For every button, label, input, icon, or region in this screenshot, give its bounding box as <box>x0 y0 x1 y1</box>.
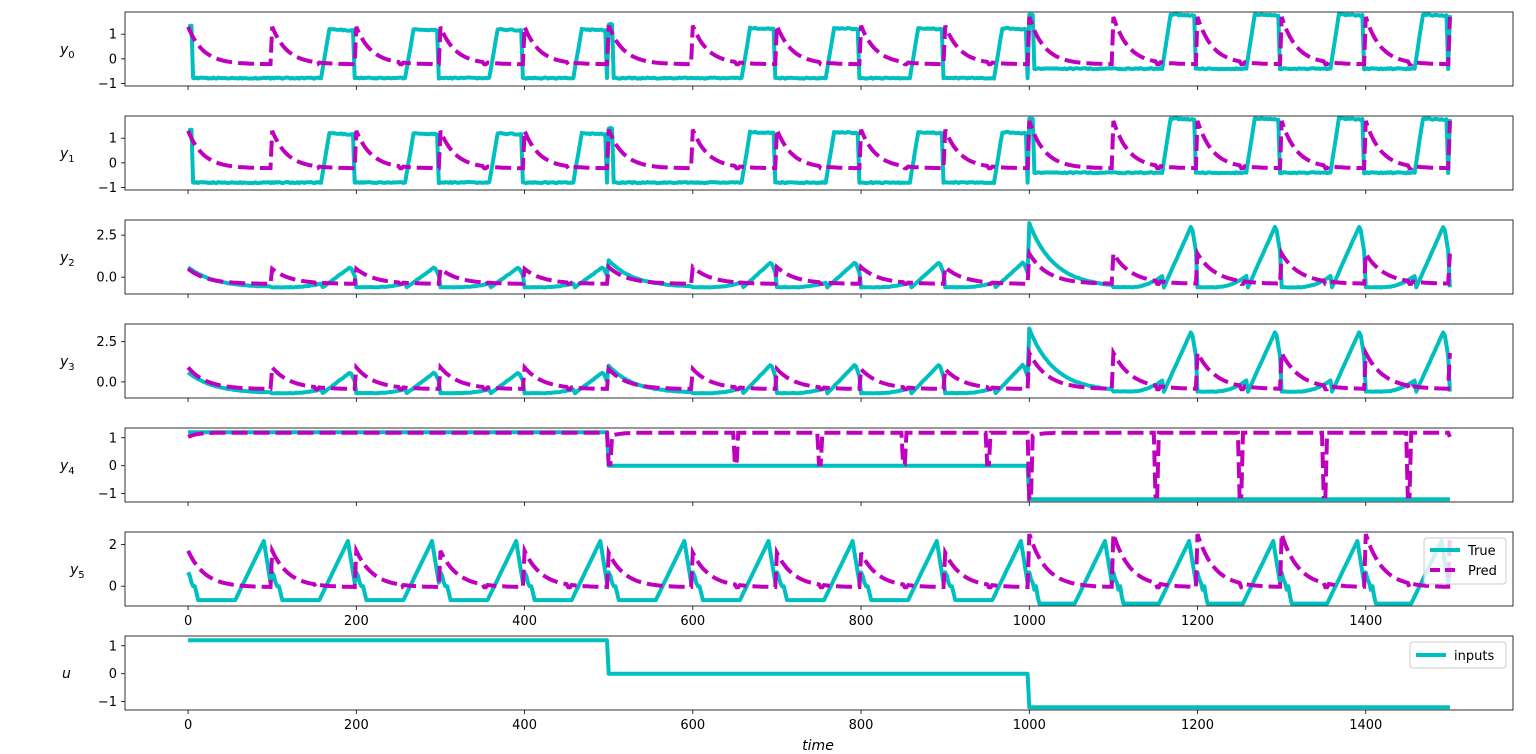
x-tick-label: 400 <box>512 718 537 733</box>
series-true <box>187 12 1452 81</box>
y-tick-label: 0 <box>109 52 117 67</box>
x-tick-label: 800 <box>849 614 874 629</box>
y-tick-label: 0.0 <box>96 375 117 390</box>
panels: −1 0 1 y0 −1 0 1 y1 0.0 2.5 y2 0.0 2.5 y3 −1 0 1 y4 0 2 0 200… <box>59 11 1514 733</box>
y-tick-label: 0 <box>109 459 117 474</box>
y-tick-label: −1 <box>98 77 117 92</box>
panel-frame <box>124 11 1514 87</box>
x-tick-label: 0 <box>184 614 192 629</box>
x-tick-label: 400 <box>512 614 537 629</box>
series-pred <box>186 533 1452 590</box>
x-tick-label: 600 <box>680 614 705 629</box>
y-tick-label: 0 <box>109 580 117 595</box>
series-true <box>186 539 1452 606</box>
y-axis-label: y4 <box>59 458 75 477</box>
series-group <box>186 221 1452 290</box>
panel-1: −1 0 1 y1 <box>59 115 1514 196</box>
x-tick-label: 1200 <box>1181 614 1214 629</box>
y-tick-label: 2 <box>109 538 117 553</box>
y-tick-label: 1 <box>109 639 117 654</box>
panel-5: 0 2 0 200 400 600 800 1000 1200 1400 y5 True Pred <box>69 531 1514 629</box>
x-tick-label: 1400 <box>1349 718 1382 733</box>
y-tick-label: 0 <box>109 156 117 171</box>
y-tick-label: −1 <box>98 695 117 710</box>
series-pred <box>186 246 1452 286</box>
x-tick-label: 200 <box>344 718 369 733</box>
series-group <box>187 638 1451 710</box>
legend-label-inputs: inputs <box>1454 649 1494 664</box>
series-group <box>187 430 1452 502</box>
panel-frame <box>124 427 1514 503</box>
x-tick-label: 1200 <box>1181 718 1214 733</box>
x-tick-label: 0 <box>184 718 192 733</box>
series-group <box>186 12 1452 81</box>
y-tick-label: 1 <box>109 431 117 446</box>
panel-frame <box>124 531 1514 607</box>
series-pred <box>186 345 1452 392</box>
panel-4: −1 0 1 y4 <box>59 427 1514 506</box>
x-tick-label: 1400 <box>1349 614 1382 629</box>
x-tick-label: 600 <box>680 718 705 733</box>
y-tick-label: 1 <box>109 132 117 147</box>
series-inputs <box>187 638 1451 710</box>
panel-2: 0.0 2.5 y2 <box>59 219 1514 298</box>
y-tick-label: 0.0 <box>96 271 117 286</box>
panel-frame <box>124 323 1514 399</box>
y-tick-label: 2.5 <box>96 229 117 244</box>
y-tick-label: 0 <box>109 667 117 682</box>
y-tick-label: −1 <box>98 487 117 502</box>
panel-6: −1 0 1 0 200 400 600 800 1000 1200 1400 u inputs <box>62 635 1514 733</box>
y-tick-label: 1 <box>109 28 117 43</box>
x-tick-label: 1000 <box>1013 718 1046 733</box>
legend-inputs: inputs <box>1409 641 1507 669</box>
legend-main: True Pred <box>1423 537 1507 585</box>
series-pred <box>186 16 1452 67</box>
x-tick-label: 200 <box>344 614 369 629</box>
series-group <box>186 533 1452 606</box>
panel-3: 0.0 2.5 y3 <box>59 323 1514 402</box>
y-axis-label: y1 <box>59 146 75 165</box>
panel-0: −1 0 1 y0 <box>59 11 1514 92</box>
panel-frame <box>124 219 1514 295</box>
y-axis-label: y3 <box>59 354 75 373</box>
y-axis-label: u <box>62 666 71 682</box>
legend-label-true: True <box>1467 544 1496 559</box>
y-axis-label: y2 <box>59 250 75 269</box>
y-tick-label: 2.5 <box>96 335 117 350</box>
series-true <box>187 116 1452 186</box>
series-pred <box>186 120 1452 171</box>
x-tick-label: 1000 <box>1013 614 1046 629</box>
x-axis-label: time <box>802 738 834 754</box>
y-axis-label: y0 <box>59 42 75 61</box>
y-tick-label: −1 <box>98 181 117 196</box>
panel-frame <box>124 635 1514 711</box>
y-axis-label: y5 <box>69 562 85 581</box>
legend-label-pred: Pred <box>1468 564 1497 579</box>
series-pred <box>187 430 1452 502</box>
legend-box <box>1409 641 1507 669</box>
panel-frame <box>124 115 1514 191</box>
x-tick-label: 800 <box>849 718 874 733</box>
series-group <box>186 326 1452 396</box>
series-group <box>186 116 1452 186</box>
